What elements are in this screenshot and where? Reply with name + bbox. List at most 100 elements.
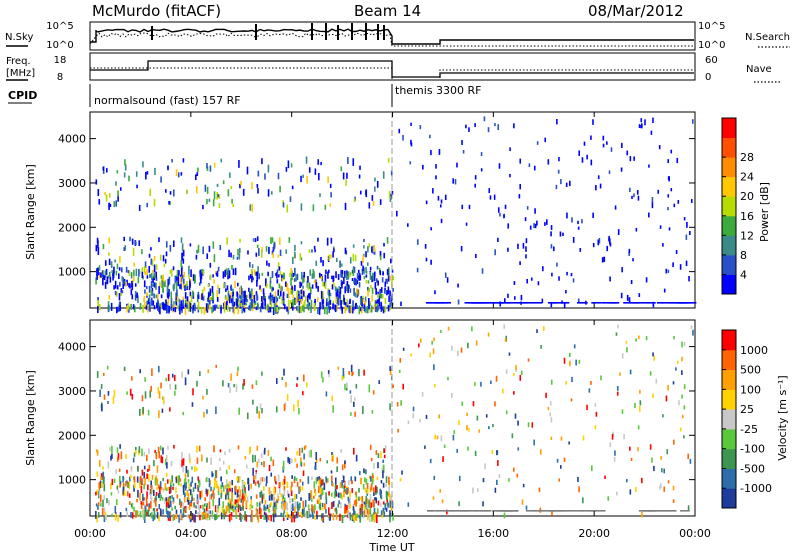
scatter-point: [570, 398, 573, 402]
scatter-point: [244, 511, 246, 516]
scatter-point: [494, 249, 496, 256]
scatter-point: [236, 256, 239, 260]
scatter-point: [377, 299, 379, 304]
scatter-point: [206, 388, 208, 395]
scatter-point: [286, 293, 289, 299]
scatter-point: [211, 297, 213, 302]
scatter-point: [315, 281, 318, 289]
scatter-point: [133, 276, 135, 282]
scatter-point: [139, 302, 142, 308]
scatter-point: [186, 514, 189, 518]
scatter-point: [343, 484, 346, 492]
scatter-point: [508, 478, 510, 482]
scatter-point: [353, 306, 355, 311]
scatter-point: [314, 504, 316, 511]
scatter-point: [255, 510, 258, 516]
scatter-point: [138, 204, 141, 211]
scatter-point: [318, 479, 321, 487]
scatter-point: [184, 492, 186, 498]
scatter-point: [691, 119, 694, 124]
scatter-point: [596, 510, 606, 512]
scatter-point: [520, 370, 523, 375]
scatter-point: [282, 494, 284, 500]
scatter-point: [186, 497, 189, 503]
scatter-point: [96, 237, 99, 244]
scatter-point: [686, 221, 688, 228]
scatter-point: [146, 454, 148, 462]
scatter-point: [379, 290, 381, 298]
scatter-point: [153, 513, 156, 520]
scatter-point: [102, 274, 105, 280]
scatter-point: [222, 501, 225, 508]
scatter-point: [281, 274, 283, 282]
scatter-point: [507, 247, 509, 252]
scatter-point: [241, 486, 244, 494]
scatter-point: [440, 435, 443, 442]
scatter-point: [225, 288, 227, 292]
scatter-point: [656, 302, 664, 304]
scatter-point: [162, 477, 165, 482]
scatter-point: [440, 329, 442, 334]
scatter-point: [168, 276, 171, 285]
scatter-point: [314, 488, 316, 494]
scatter-point: [369, 274, 372, 280]
scatter-point: [276, 297, 279, 302]
scatter-point: [115, 270, 118, 276]
scatter-point: [182, 502, 184, 508]
scatter-point: [675, 367, 677, 371]
scatter-point: [429, 352, 431, 358]
scatter-point: [352, 300, 354, 307]
scatter-point: [261, 296, 263, 302]
scatter-point: [144, 391, 147, 399]
scatter-point: [207, 283, 210, 288]
scatter-point: [155, 264, 158, 270]
scatter-point: [265, 476, 268, 484]
scatter-point: [578, 150, 581, 156]
scatter-point: [184, 285, 186, 292]
scatter-point: [327, 271, 329, 279]
scatter-point: [148, 285, 151, 293]
y-tick-label: 4000: [58, 133, 86, 146]
scatter-point: [235, 499, 238, 503]
scatter-point: [212, 292, 214, 301]
scatter-point: [270, 456, 272, 462]
scatter-point: [98, 490, 101, 497]
scatter-point: [174, 306, 177, 313]
scatter-point: [483, 116, 486, 122]
scatter-point: [186, 189, 189, 194]
scatter-point: [125, 282, 127, 287]
scatter-point: [651, 197, 654, 203]
scatter-point: [343, 490, 345, 498]
scatter-point: [242, 499, 244, 504]
scatter-point: [458, 501, 460, 507]
scatter-point: [199, 495, 202, 500]
scatter-point: [174, 505, 177, 510]
scatter-point: [256, 445, 259, 451]
scatter-point: [190, 500, 193, 507]
scatter-point: [371, 514, 373, 522]
scatter-point: [550, 244, 553, 249]
scatter-point: [158, 484, 160, 489]
scatter-point: [155, 277, 158, 281]
scatter-point: [265, 278, 267, 287]
scatter-point: [370, 305, 373, 313]
scatter-point: [208, 478, 211, 482]
scatter-point: [373, 244, 376, 252]
scatter-point: [509, 173, 511, 178]
scatter-point: [447, 376, 449, 381]
scatter-point: [233, 306, 236, 315]
scatter-point: [179, 498, 181, 506]
scatter-point: [97, 502, 100, 506]
scatter-point: [181, 274, 184, 279]
scatter-point: [226, 300, 228, 307]
scatter-point: [331, 451, 333, 456]
scatter-point: [282, 512, 285, 518]
scatter-point: [243, 515, 246, 521]
scatter-point: [360, 477, 362, 485]
scatter-point: [558, 156, 560, 162]
scatter-point: [166, 487, 168, 491]
scatter-point: [227, 383, 230, 388]
scatter-point: [241, 307, 243, 314]
scatter-point: [475, 340, 478, 346]
scatter-point: [141, 271, 144, 279]
